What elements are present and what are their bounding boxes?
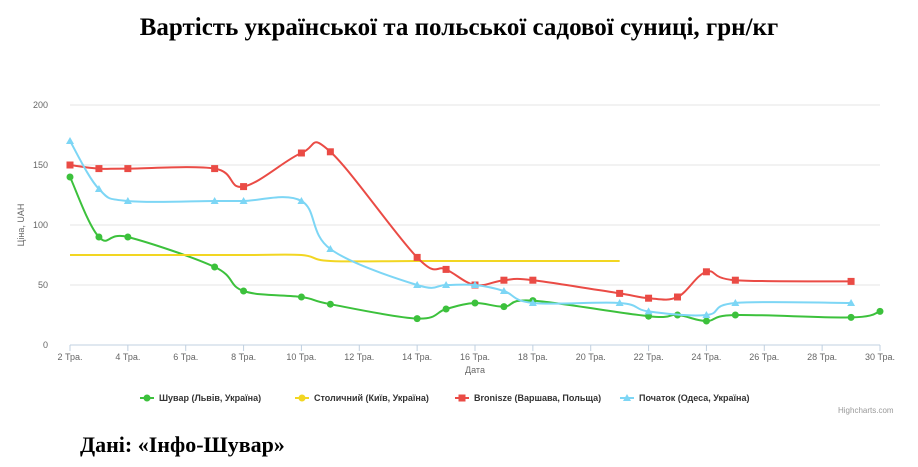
data-point[interactable] (297, 293, 305, 301)
legend-marker[interactable] (458, 394, 466, 402)
data-point[interactable] (413, 315, 421, 323)
data-point[interactable] (123, 197, 132, 204)
series-line-2[interactable] (70, 253, 620, 263)
data-point[interactable] (442, 265, 450, 273)
x-tick-label: 2 Тра. (57, 352, 82, 362)
x-tick-label: 30 Тра. (865, 352, 895, 362)
series-line-1[interactable] (69, 176, 881, 323)
data-point[interactable] (499, 287, 508, 294)
data-point[interactable] (95, 233, 103, 241)
data-point[interactable] (413, 253, 421, 261)
data-point[interactable] (413, 281, 422, 288)
data-point[interactable] (442, 305, 450, 313)
data-point[interactable] (471, 299, 479, 307)
data-point[interactable] (297, 149, 305, 157)
legend-marker[interactable] (623, 394, 631, 401)
data-point[interactable] (211, 263, 219, 271)
data-point[interactable] (847, 277, 855, 285)
data-point[interactable] (500, 303, 508, 311)
data-point[interactable] (240, 183, 248, 191)
data-point[interactable] (731, 299, 740, 306)
data-point[interactable] (211, 165, 219, 173)
data-point[interactable] (297, 197, 306, 204)
data-point[interactable] (674, 293, 681, 301)
data-point[interactable] (240, 287, 248, 295)
data-point[interactable] (94, 185, 103, 192)
data-point[interactable] (66, 161, 74, 169)
data-point[interactable] (702, 317, 710, 325)
x-tick-label: 24 Тра. (691, 352, 721, 362)
x-tick-label: 6 Тра. (173, 352, 198, 362)
legend-marker[interactable] (298, 394, 306, 402)
y-tick-label: 200 (33, 100, 48, 110)
data-point[interactable] (529, 276, 537, 284)
data-point[interactable] (124, 165, 132, 173)
legend-marker[interactable] (143, 394, 151, 402)
data-point[interactable] (702, 311, 711, 318)
data-point[interactable] (616, 289, 624, 297)
x-axis-title: Дата (465, 365, 485, 375)
data-point[interactable] (645, 294, 653, 302)
x-tick-label: 4 Тра. (115, 352, 140, 362)
data-point[interactable] (528, 299, 537, 306)
data-point[interactable] (124, 233, 132, 241)
x-tick-label: 22 Тра. (634, 352, 664, 362)
x-tick-label: 14 Тра. (402, 352, 432, 362)
y-tick-label: 150 (33, 160, 48, 170)
data-point[interactable] (876, 307, 884, 315)
y-axis-title: Ціна, UAH (16, 204, 26, 247)
data-point[interactable] (615, 299, 624, 306)
data-point[interactable] (500, 276, 508, 284)
x-tick-label: 16 Тра. (460, 352, 490, 362)
data-point[interactable] (326, 245, 335, 252)
data-point[interactable] (326, 148, 334, 156)
data-point[interactable] (239, 197, 248, 204)
data-point[interactable] (702, 268, 710, 276)
x-tick-label: 12 Тра. (344, 352, 374, 362)
legend-item-label[interactable]: Столичний (Київ, Україна) (314, 393, 429, 403)
data-point[interactable] (471, 281, 479, 288)
series-line-3[interactable] (69, 141, 852, 301)
y-tick-label: 50 (38, 280, 48, 290)
data-point[interactable] (847, 313, 855, 321)
legend-item-label[interactable]: Початок (Одеса, Україна) (639, 393, 750, 403)
legend-item-label[interactable]: Шувар (Львів, Україна) (159, 393, 261, 403)
y-tick-label: 0 (43, 340, 48, 350)
chart-title: Вартість української та польської садово… (139, 14, 779, 41)
data-point[interactable] (645, 312, 653, 320)
legend-item-label[interactable]: Bronisze (Варшава, Польща) (474, 393, 601, 403)
x-tick-label: 10 Тра. (286, 352, 316, 362)
data-point[interactable] (95, 165, 103, 173)
data-point[interactable] (66, 173, 74, 181)
y-tick-label: 100 (33, 220, 48, 230)
x-tick-label: 18 Тра. (518, 352, 548, 362)
data-point[interactable] (66, 137, 74, 144)
data-point[interactable] (731, 276, 739, 284)
x-tick-label: 20 Тра. (576, 352, 606, 362)
x-tick-label: 26 Тра. (749, 352, 779, 362)
data-point[interactable] (731, 311, 739, 319)
data-point[interactable] (644, 307, 653, 315)
data-point[interactable] (442, 281, 451, 288)
chart-credit[interactable]: Highcharts.com (838, 406, 894, 415)
x-tick-label: 8 Тра. (231, 352, 256, 362)
data-point[interactable] (326, 300, 334, 308)
data-source: Дані: «Інфо-Шувар» (80, 432, 285, 457)
data-point[interactable] (847, 299, 856, 306)
x-tick-label: 28 Тра. (807, 352, 837, 362)
data-point[interactable] (210, 197, 219, 204)
